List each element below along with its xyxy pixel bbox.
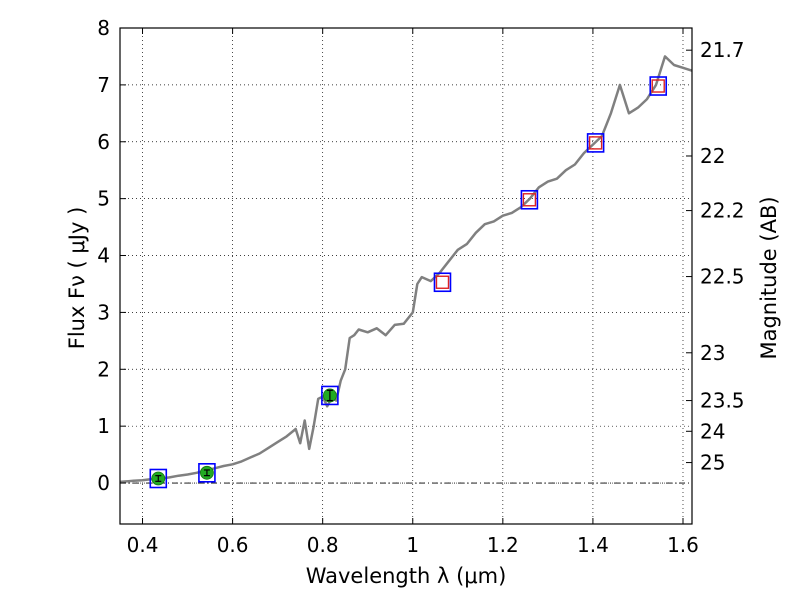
y-tick-label: 6 [97,130,110,154]
band-box [433,272,452,293]
model-band-marker [651,79,665,93]
y-tick-label: 5 [97,187,110,211]
y-tick-label: 7 [97,73,110,97]
mag-tick-label: 24 [700,419,725,443]
y-tick-label: 2 [97,357,110,381]
x-tick-label: 1.6 [667,533,699,557]
model-band-marker [435,275,450,289]
tick-layer: 0.4 0.6 0.8 1 1.2 1.4 1.601234567821.72222.222… [97,16,744,557]
grid [120,27,692,524]
mag-tick-label: 22 [700,144,725,168]
x-tick-label: 0.4 [127,533,159,557]
band-box [586,133,605,153]
y-tick-label: 8 [97,16,110,40]
y-tick-label: 3 [97,300,110,324]
y-tick-label: 1 [97,414,110,438]
y-tick-label: 4 [97,244,110,268]
mag-tick-label: 23 [700,341,725,365]
y-tick-label: 0 [97,471,110,495]
x-tick-label: 1.4 [577,533,609,557]
y-axis-label-right: Magnitude (AB) [757,196,781,359]
band-box [520,189,539,210]
x-tick-label: 0.6 [217,533,249,557]
x-tick-label: 0.8 [307,533,339,557]
band-box [149,468,168,489]
x-axis-label: Wavelength λ (μm) [306,564,507,588]
model-band-marker [522,193,537,207]
x-tick-label: 1.2 [487,533,519,557]
series-layer [119,55,693,484]
marker-layer [149,76,668,489]
model-band-marker [588,136,603,150]
mag-tick-label: 23.5 [700,389,745,413]
band-box [198,463,216,483]
model-spectrum-line [119,55,693,484]
mag-tick-label: 25 [700,451,725,475]
x-tick-label: 1 [406,533,419,557]
plot-frame [119,27,693,525]
mag-tick-label: 22.2 [700,199,745,223]
mag-tick-label: 22.5 [700,265,745,289]
y-axis-label: Flux Fν ( μJy ) [65,207,89,350]
band-box [649,76,668,96]
band-box [321,385,339,406]
mag-tick-label: 21.7 [700,38,745,62]
